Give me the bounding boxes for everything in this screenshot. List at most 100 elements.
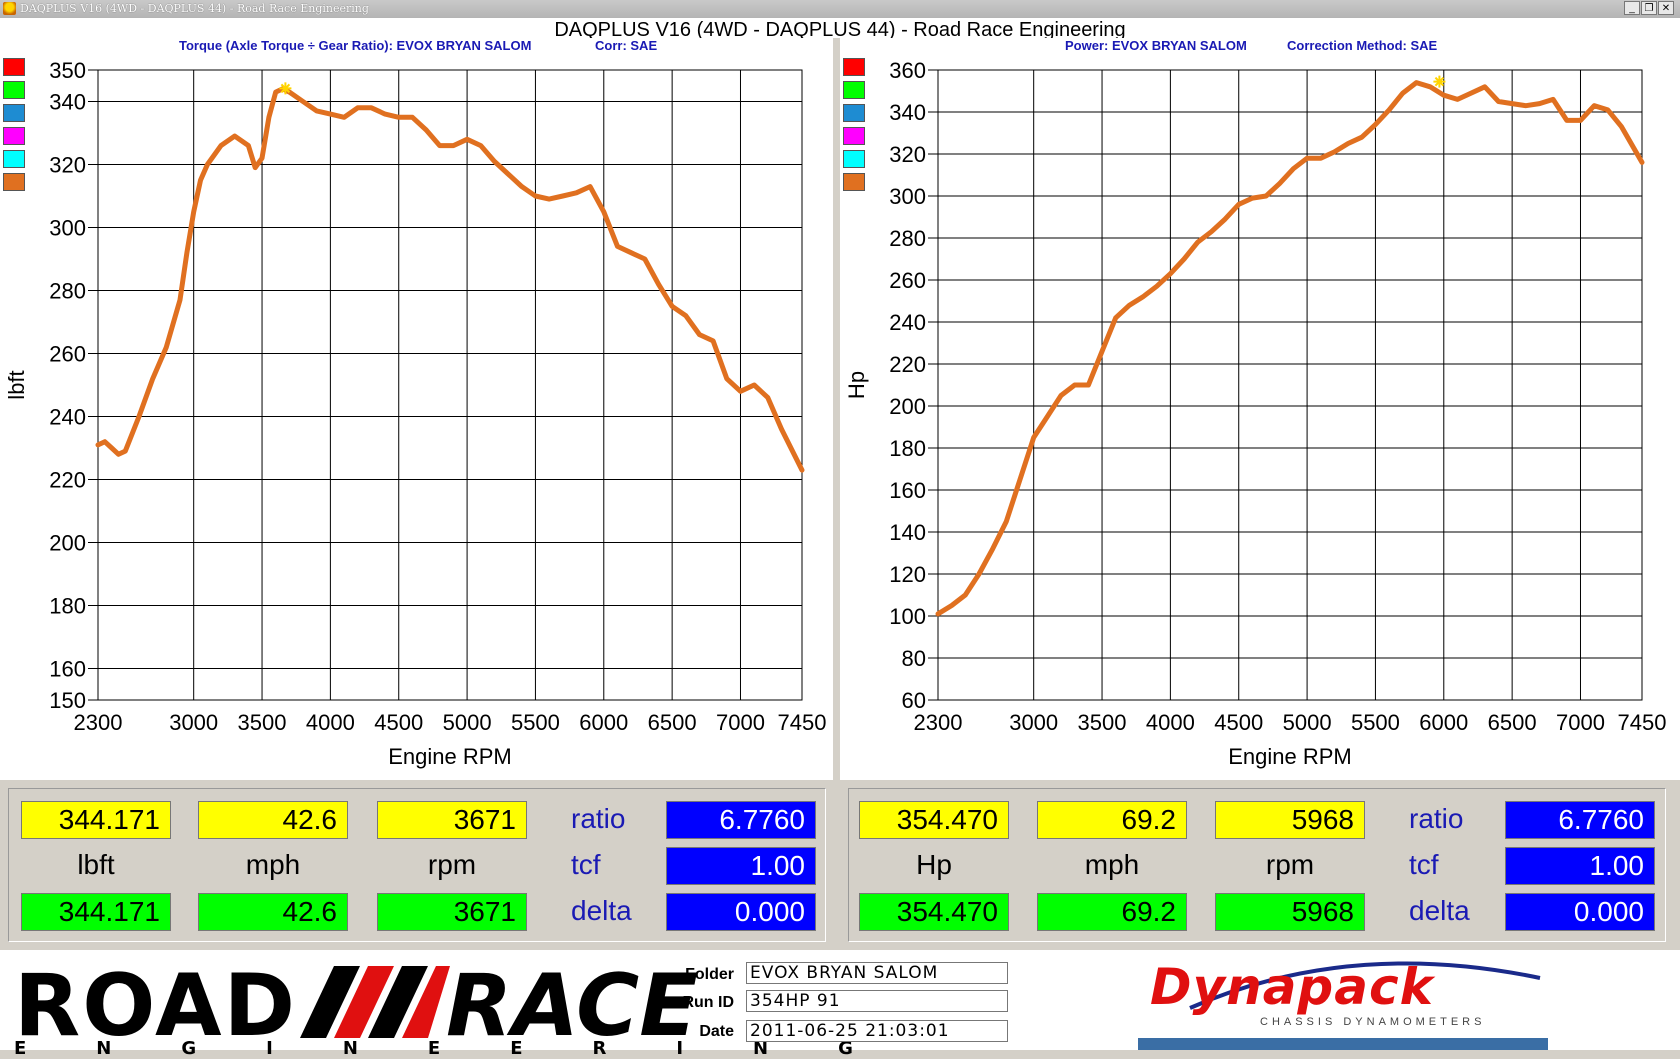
taskbar-strip <box>1138 1038 1548 1050</box>
x-tick-label: 3000 <box>1009 710 1058 735</box>
mph-value-bottom: 69.2 <box>1037 893 1187 931</box>
x-tick-label: 6500 <box>1488 710 1537 735</box>
power-subtitle: Power: EVOX BRYAN SALOM <box>1065 38 1247 53</box>
x-axis-label: Engine RPM <box>388 744 512 769</box>
series-color-swatch[interactable] <box>3 58 25 76</box>
x-tick-label: 7000 <box>1556 710 1605 735</box>
minimize-icon[interactable]: _ <box>1624 1 1640 15</box>
y-axis-label: Hp <box>844 371 869 399</box>
dynapack-swoosh-icon <box>1189 961 1541 1010</box>
y-tick-label: 240 <box>49 405 86 430</box>
app-icon <box>3 2 16 15</box>
y-tick-label: 280 <box>49 279 86 304</box>
x-tick-label: 6000 <box>579 710 628 735</box>
mph-value-top: 69.2 <box>1037 801 1187 839</box>
y-tick-label: 180 <box>889 436 926 461</box>
restore-icon[interactable]: ❐ <box>1641 1 1657 15</box>
x-tick-label: 4500 <box>374 710 423 735</box>
plot-frame <box>937 69 1643 701</box>
torque-value-bottom: 344.171 <box>21 893 171 931</box>
y-tick-label: 340 <box>49 90 86 115</box>
mph-value-bottom: 42.6 <box>198 893 348 931</box>
y-tick-label: 100 <box>889 604 926 629</box>
torque-readout: 344.171 42.6 3671 lbft mph rpm 344.171 4… <box>0 780 833 950</box>
series-color-swatch[interactable] <box>843 127 865 145</box>
series-color-swatch[interactable] <box>3 150 25 168</box>
series-color-swatch[interactable] <box>843 81 865 99</box>
y-tick-label: 300 <box>49 216 86 241</box>
y-tick-label: 120 <box>889 562 926 587</box>
close-icon[interactable]: ✕ <box>1658 1 1674 15</box>
window-controls: _ ❐ ✕ <box>1624 1 1674 15</box>
x-tick-label: 4500 <box>1214 710 1263 735</box>
x-tick-label: 3000 <box>169 710 218 735</box>
main-title: DAQPLUS V16 (4WD - DAQPLUS 44) - Road Ra… <box>0 18 1680 38</box>
window-titlebar: DAQPLUS V16 (4WD - DAQPLUS 44) - Road Ra… <box>0 0 1680 19</box>
rpm-value-top: 3671 <box>377 801 527 839</box>
x-tick-label: 7000 <box>716 710 765 735</box>
series-color-swatch[interactable] <box>3 104 25 122</box>
y-tick-label: 180 <box>49 594 86 619</box>
x-tick-label: 2300 <box>74 710 123 735</box>
y-tick-label: 360 <box>889 58 926 83</box>
y-tick-label: 80 <box>902 646 926 671</box>
y-tick-label: 260 <box>889 268 926 293</box>
x-tick-label: 5000 <box>1283 710 1332 735</box>
tcf-value: 1.00 <box>666 847 816 885</box>
series-color-swatch[interactable] <box>843 104 865 122</box>
x-axis-label: Engine RPM <box>1228 744 1352 769</box>
power-chart-panel: Power: EVOX BRYAN SALOM Correction Metho… <box>840 38 1680 780</box>
y-tick-label: 220 <box>889 352 926 377</box>
delta-value: 0.000 <box>1505 893 1655 931</box>
series-color-swatch[interactable] <box>3 127 25 145</box>
power-value-top: 354.470 <box>859 801 1009 839</box>
power-plot: 2300 3000 3500 4000 4500 5000 5500 6000 6500 7000… <box>844 58 1667 769</box>
torque-correction: Corr: SAE <box>595 38 658 53</box>
tcf-value: 1.00 <box>1505 847 1655 885</box>
date-field[interactable]: 2011-06-25 21:03:01 <box>746 1020 1008 1042</box>
rpm-value-bottom: 3671 <box>377 893 527 931</box>
y-tick-label: 160 <box>49 657 86 682</box>
y-axis-label: lbft <box>4 370 29 399</box>
y-tick-label: 140 <box>889 520 926 545</box>
footer: ROAD RACE ENGINEERING Folder EVOX BRYAN … <box>0 950 1680 1059</box>
y-tick-label: 220 <box>49 468 86 493</box>
series-color-swatch[interactable] <box>3 81 25 99</box>
series-color-swatch[interactable] <box>843 173 865 191</box>
road-race-logo: ROAD RACE ENGINEERING <box>8 956 853 1059</box>
torque-subtitle: Torque (Axle Torque ÷ Gear Ratio): EVOX … <box>179 38 532 53</box>
x-tick-label: 4000 <box>1146 710 1195 735</box>
ratio-value: 6.7760 <box>1505 801 1655 839</box>
ratio-label: ratio <box>571 803 626 834</box>
x-tick-label: 4000 <box>306 710 355 735</box>
dynapack-brand-text: Dynapack <box>1150 958 1434 1016</box>
unit-label-mph: mph <box>245 849 301 880</box>
series-line <box>95 86 805 473</box>
series-color-swatch[interactable] <box>843 150 865 168</box>
x-tick-label: 2300 <box>914 710 963 735</box>
ratio-label: ratio <box>1409 803 1464 834</box>
x-tick-label: 3500 <box>1078 710 1127 735</box>
runid-field[interactable]: 354HP 91 <box>746 990 1008 1012</box>
unit-label-rpm: rpm <box>427 849 477 880</box>
y-tick-label: 320 <box>889 142 926 167</box>
logo-slashes-icon <box>300 966 450 1038</box>
unit-label-lbft: lbft <box>77 849 115 880</box>
x-tick-label: 3500 <box>238 710 287 735</box>
delta-value: 0.000 <box>666 893 816 931</box>
peak-marker-icon <box>279 82 292 95</box>
x-tick-label: 7450 <box>778 710 827 735</box>
x-tick-label: 5500 <box>511 710 560 735</box>
folder-label: Folder <box>685 966 734 983</box>
torque-value-top: 344.171 <box>21 801 171 839</box>
unit-label-hp: Hp <box>916 849 952 880</box>
logo-race-text: RACE <box>446 956 698 1056</box>
x-tick-label: 5000 <box>443 710 492 735</box>
series-color-swatch[interactable] <box>843 58 865 76</box>
y-tick-label: 200 <box>889 394 926 419</box>
y-tick-label: 300 <box>889 184 926 209</box>
series-color-swatch[interactable] <box>3 173 25 191</box>
x-tick-label: 7450 <box>1618 710 1667 735</box>
series-line <box>935 80 1645 617</box>
folder-field[interactable]: EVOX BRYAN SALOM <box>746 962 1008 984</box>
